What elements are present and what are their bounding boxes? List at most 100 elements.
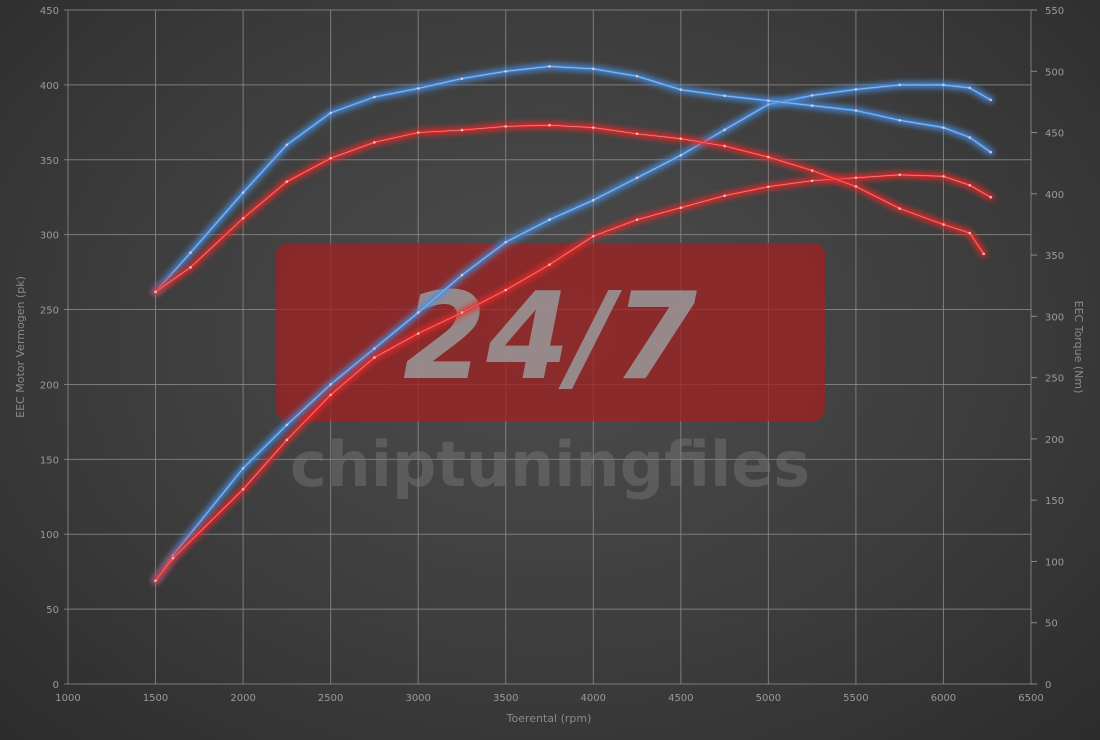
x-tick-label: 1500 bbox=[143, 693, 168, 704]
y-left-tick-label: 450 bbox=[40, 6, 59, 17]
data-point bbox=[723, 128, 726, 132]
data-point bbox=[373, 347, 376, 350]
data-point bbox=[591, 234, 595, 238]
data-point bbox=[767, 155, 770, 159]
data-point bbox=[460, 128, 464, 132]
y-right-tick-label: 250 bbox=[1045, 374, 1064, 385]
y-right-tick-label: 500 bbox=[1045, 67, 1064, 78]
data-point bbox=[504, 125, 508, 128]
blue-torque-series bbox=[152, 62, 995, 296]
data-point bbox=[679, 206, 683, 210]
data-point bbox=[989, 195, 993, 199]
data-point bbox=[189, 266, 192, 269]
data-point bbox=[767, 185, 770, 189]
data-point bbox=[416, 311, 420, 314]
data-point bbox=[810, 169, 814, 172]
x-tick-label: 4000 bbox=[581, 693, 606, 704]
data-point bbox=[154, 290, 157, 294]
data-point bbox=[968, 231, 972, 235]
y-left-tick-label: 0 bbox=[53, 680, 59, 691]
data-point bbox=[416, 332, 420, 335]
data-point bbox=[854, 88, 858, 91]
red-torque-series bbox=[152, 121, 988, 296]
red-power-series bbox=[152, 171, 995, 585]
data-point bbox=[723, 194, 726, 198]
data-point bbox=[635, 176, 639, 180]
data-point bbox=[989, 98, 993, 102]
data-point bbox=[285, 180, 289, 183]
y-right-tick-label: 350 bbox=[1045, 251, 1064, 262]
data-point bbox=[635, 74, 639, 78]
data-point bbox=[548, 123, 551, 127]
data-point bbox=[241, 467, 245, 470]
data-point bbox=[968, 86, 972, 90]
x-tick-label: 6500 bbox=[1018, 693, 1043, 704]
data-point bbox=[854, 185, 858, 188]
data-point bbox=[460, 77, 464, 80]
data-point bbox=[635, 132, 639, 136]
data-point bbox=[982, 252, 986, 256]
x-tick-label: 6000 bbox=[931, 693, 956, 704]
data-point bbox=[548, 65, 551, 68]
x-tick-label: 2500 bbox=[318, 693, 343, 704]
x-tick-label: 5500 bbox=[843, 693, 868, 704]
data-point bbox=[416, 87, 420, 90]
y-left-axis-label: EEC Motor Vermogen (pk) bbox=[14, 276, 27, 418]
data-point bbox=[810, 94, 814, 97]
x-tick-label: 5000 bbox=[756, 693, 781, 704]
watermark-box bbox=[276, 243, 825, 421]
y-right-tick-label: 300 bbox=[1045, 312, 1064, 323]
data-point bbox=[329, 111, 332, 115]
data-point bbox=[898, 118, 901, 122]
data-point bbox=[416, 131, 420, 134]
data-point bbox=[591, 126, 595, 129]
y-right-tick-label: 100 bbox=[1045, 557, 1064, 568]
data-point bbox=[373, 141, 376, 144]
x-tick-label: 3500 bbox=[493, 693, 518, 704]
y-left-tick-label: 250 bbox=[40, 306, 59, 317]
x-tick-label: 4500 bbox=[668, 693, 693, 704]
data-point bbox=[373, 95, 376, 99]
y-right-tick-label: 550 bbox=[1045, 6, 1064, 17]
data-point bbox=[679, 137, 683, 140]
y-right-tick-label: 200 bbox=[1045, 435, 1064, 446]
y-left-tick-label: 350 bbox=[40, 156, 59, 167]
data-point bbox=[189, 251, 192, 254]
x-axis-label: Toerental (rpm) bbox=[506, 712, 592, 725]
y-right-tick-label: 450 bbox=[1045, 129, 1064, 140]
x-tick-label: 2000 bbox=[230, 693, 255, 704]
watermark-logo: 24/7 chiptuningfiles bbox=[276, 243, 825, 501]
data-point bbox=[241, 487, 245, 491]
data-point bbox=[810, 104, 814, 107]
data-point bbox=[460, 311, 464, 314]
y-right-tick-label: 150 bbox=[1045, 496, 1064, 507]
blue-power-series bbox=[152, 81, 995, 585]
y-left-tick-label: 200 bbox=[40, 380, 59, 391]
data-point bbox=[942, 83, 945, 87]
data-point bbox=[285, 143, 289, 147]
data-point bbox=[241, 191, 245, 194]
data-point bbox=[723, 94, 726, 98]
y-right-axis-label: EEC Torque (Nm) bbox=[1072, 301, 1085, 394]
data-point bbox=[968, 183, 972, 187]
data-point bbox=[548, 218, 551, 221]
y-left-tick-label: 150 bbox=[40, 455, 59, 466]
x-tick-label: 1000 bbox=[55, 693, 80, 704]
data-point bbox=[329, 383, 332, 386]
data-point bbox=[635, 218, 639, 221]
x-tick-label: 3000 bbox=[405, 693, 430, 704]
data-point bbox=[285, 438, 289, 442]
data-point bbox=[767, 99, 770, 102]
data-point bbox=[723, 144, 726, 148]
data-point bbox=[548, 263, 551, 266]
y-left-tick-label: 50 bbox=[46, 605, 59, 616]
data-point bbox=[810, 179, 814, 183]
data-point bbox=[942, 223, 945, 226]
data-point bbox=[591, 67, 595, 71]
data-point bbox=[854, 176, 858, 180]
watermark-small-text: chiptuningfiles bbox=[290, 428, 810, 501]
data-point bbox=[154, 579, 157, 582]
data-point bbox=[504, 240, 508, 244]
data-point bbox=[942, 174, 945, 178]
